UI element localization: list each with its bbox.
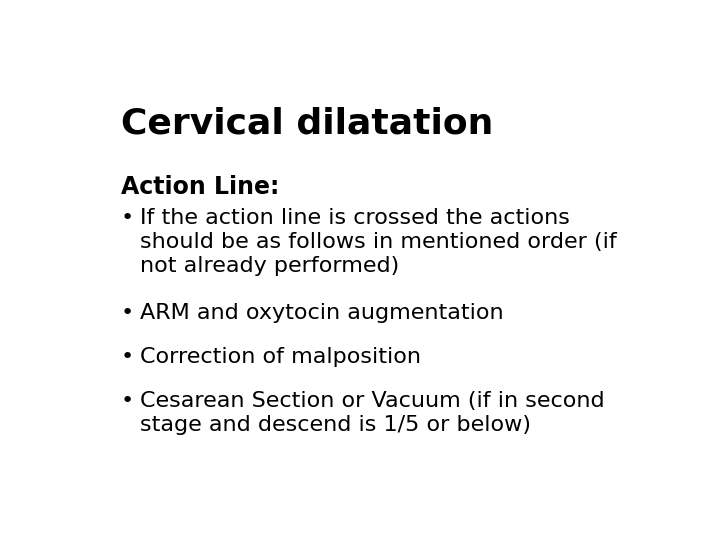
Text: Cervical dilatation: Cervical dilatation	[121, 106, 493, 140]
Text: ARM and oxytocin augmentation: ARM and oxytocin augmentation	[140, 303, 504, 323]
Text: •: •	[121, 347, 134, 367]
Text: •: •	[121, 208, 134, 228]
Text: Cesarean Section or Vacuum (if in second
stage and descend is 1/5 or below): Cesarean Section or Vacuum (if in second…	[140, 391, 605, 435]
Text: Action Line:: Action Line:	[121, 175, 279, 199]
Text: •: •	[121, 391, 134, 411]
Text: If the action line is crossed the actions
should be as follows in mentioned orde: If the action line is crossed the action…	[140, 208, 617, 276]
Text: Correction of malposition: Correction of malposition	[140, 347, 421, 367]
Text: •: •	[121, 303, 134, 323]
